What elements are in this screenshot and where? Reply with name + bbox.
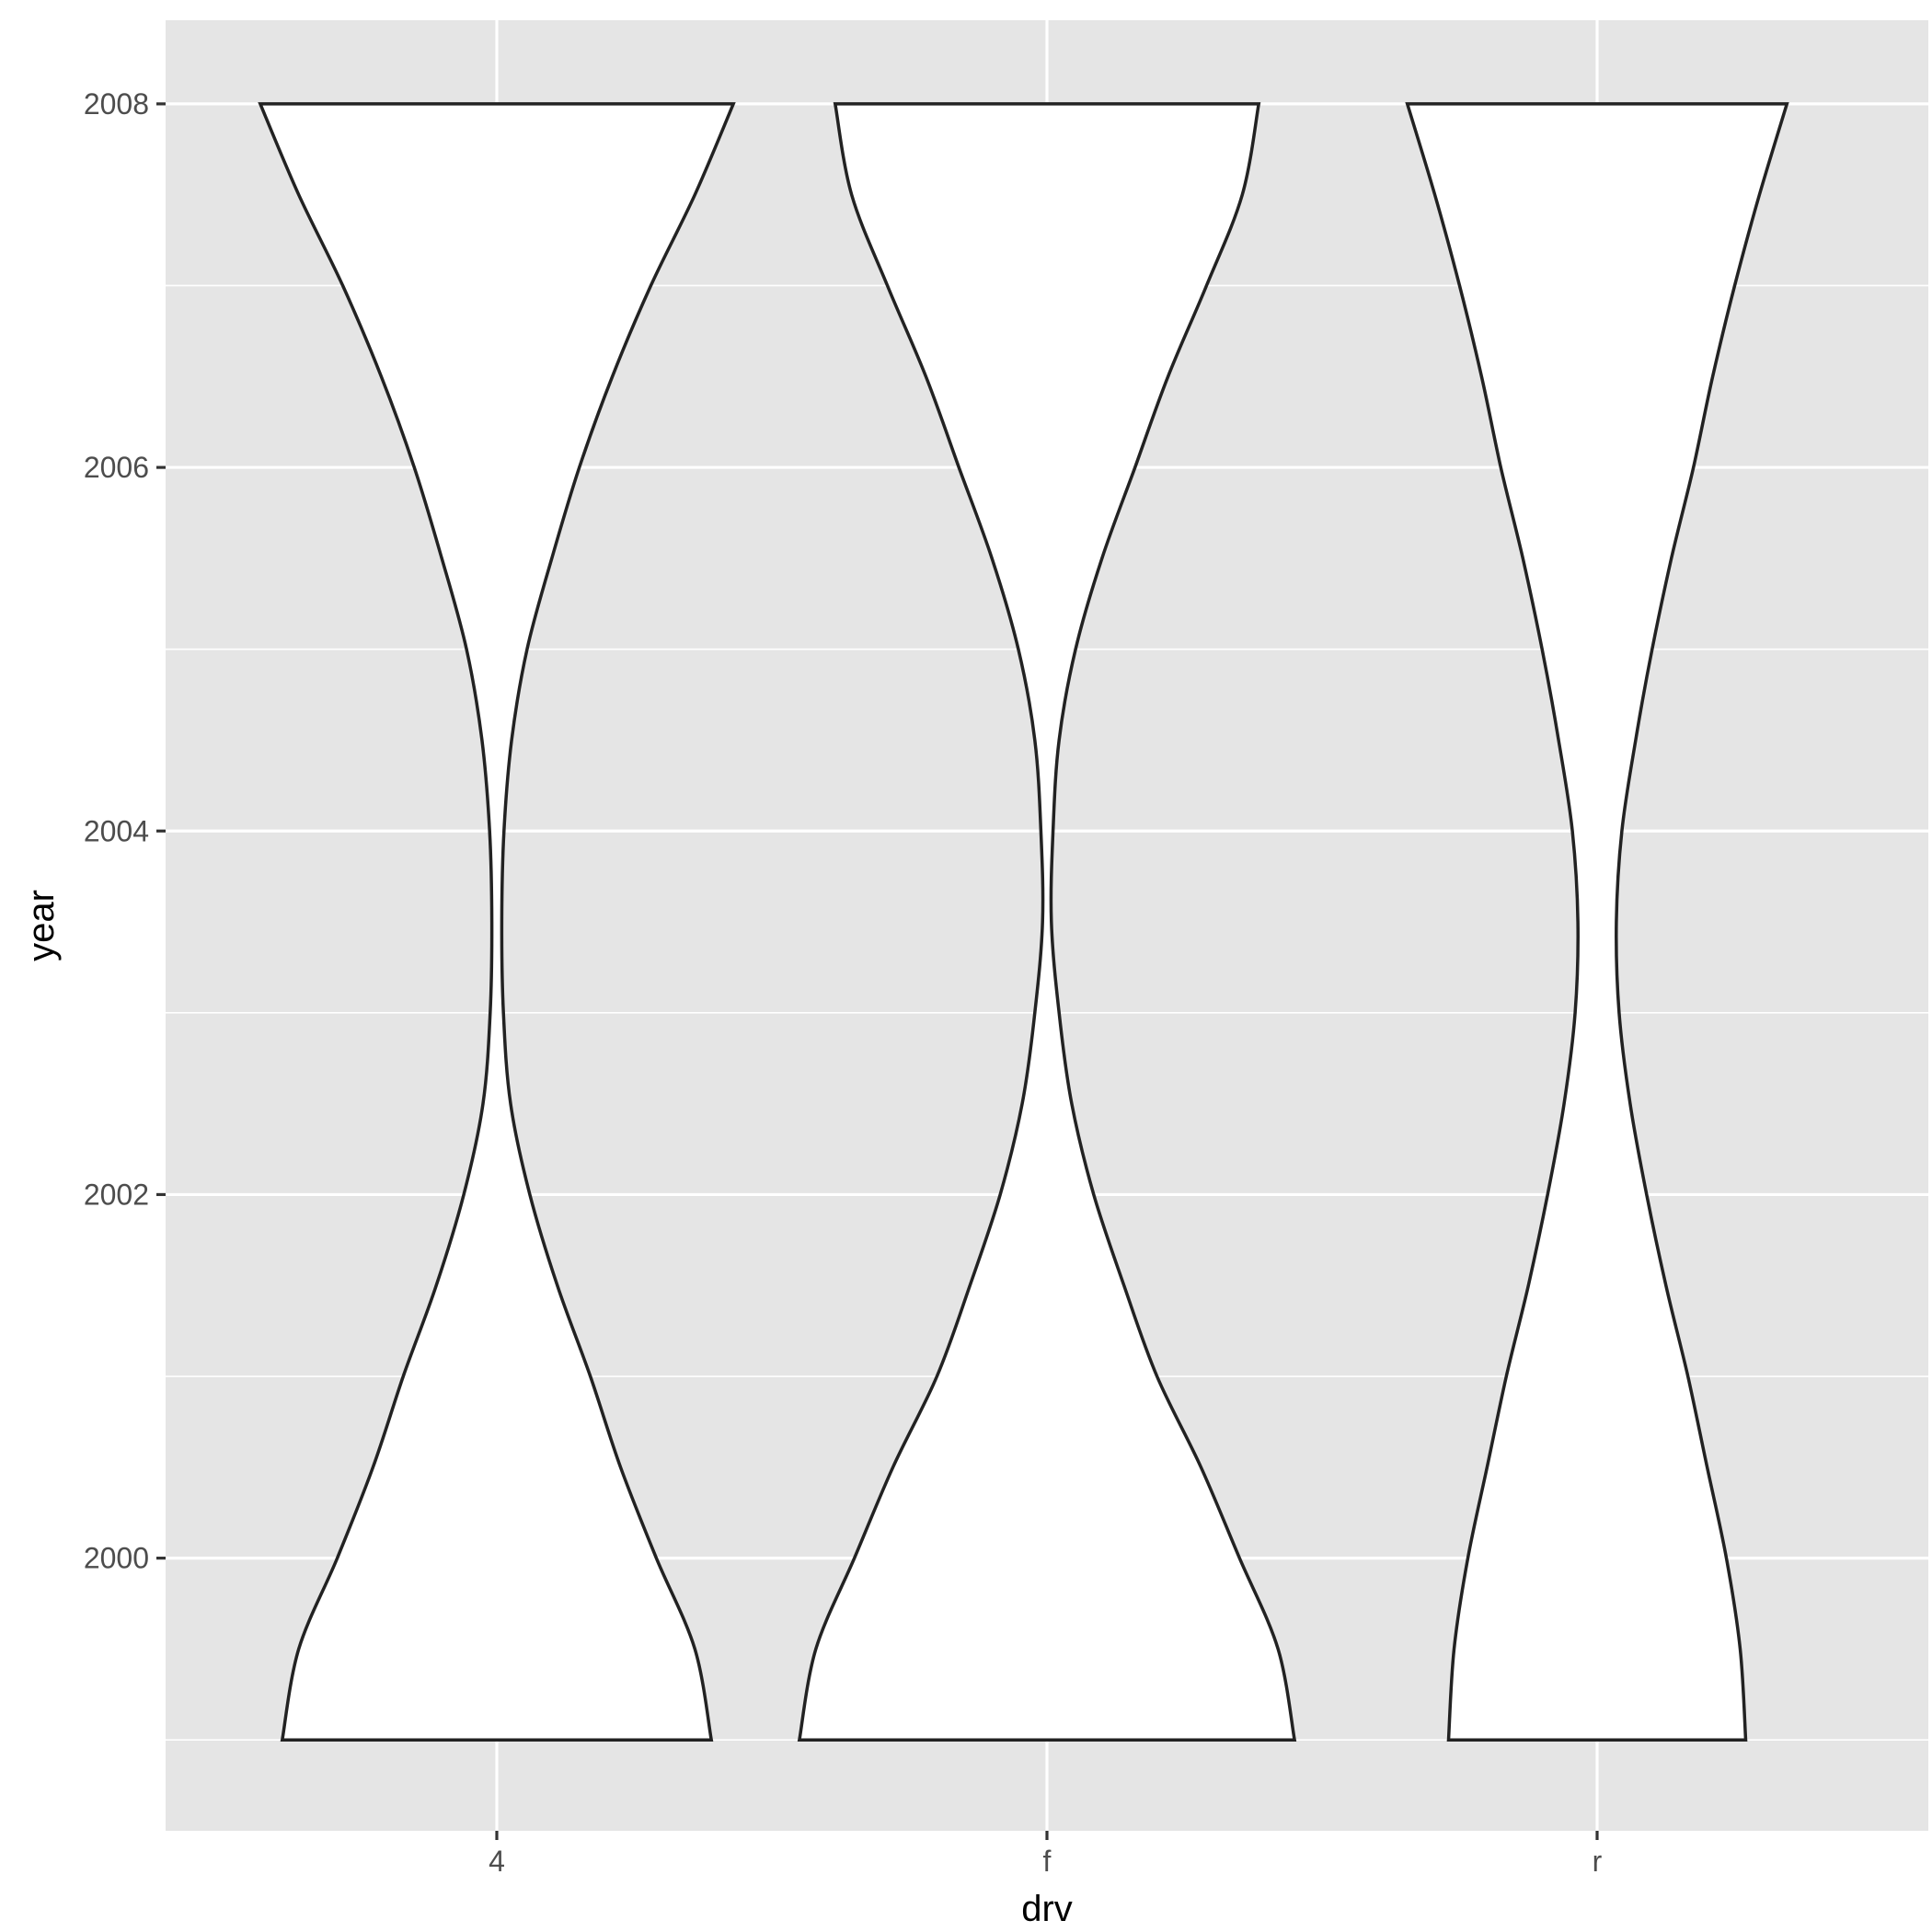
- violins: [258, 102, 1789, 1742]
- x-tick-label: r: [1593, 1845, 1603, 1878]
- y-tick-label: 2002: [84, 1178, 149, 1211]
- y-tick-label: 2008: [84, 87, 149, 121]
- y-axis-title: year: [21, 890, 62, 961]
- violin-r: [1405, 102, 1789, 1742]
- x-axis-title: drv: [1021, 1889, 1073, 1929]
- y-tick-label: 2000: [84, 1542, 149, 1575]
- x-tick-label: 4: [489, 1845, 505, 1878]
- x-tick-label: f: [1043, 1845, 1052, 1878]
- violin-f: [797, 102, 1297, 1742]
- y-tick-label: 2006: [84, 451, 149, 484]
- violin-4: [258, 102, 736, 1742]
- y-tick-label: 2004: [84, 814, 149, 847]
- axes: 2000 2002 2004 2006 2008 4 f r: [84, 87, 1603, 1878]
